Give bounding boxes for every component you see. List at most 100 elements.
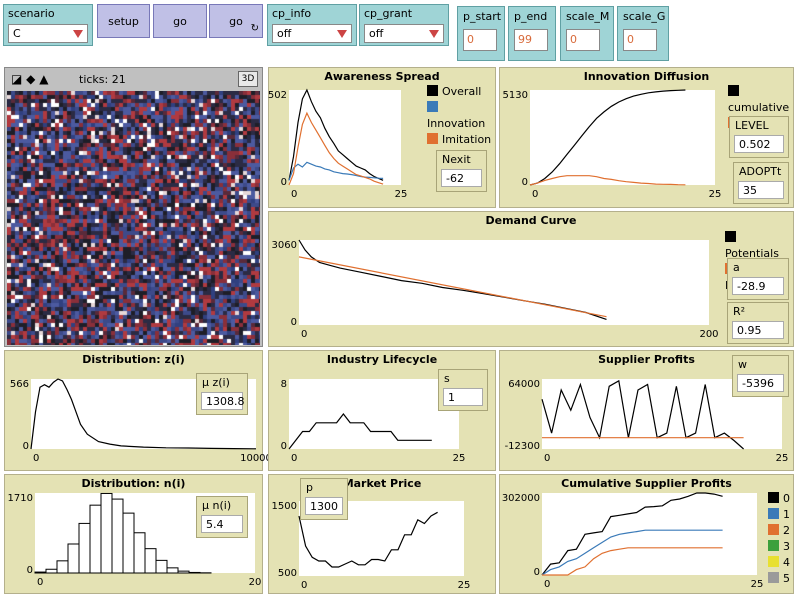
y-max-tick-label: 566 xyxy=(10,379,29,390)
histogram-bar xyxy=(100,492,113,574)
awareness-spread-plot: Awareness Spread 502 0 0 25 Overall Innovation… xyxy=(268,67,496,208)
plot-title: Market Price xyxy=(342,477,422,490)
go-forever-button[interactable]: go ↻ xyxy=(209,4,263,38)
nexit-label: Nexit xyxy=(442,153,471,166)
scale-g-label: scale_G xyxy=(623,10,666,23)
cp-info-chooser[interactable]: cp_info off xyxy=(267,4,357,46)
x-max-tick-label: 25 xyxy=(458,580,471,591)
legend-entry: Overall xyxy=(427,84,495,100)
legend-swatch xyxy=(768,508,779,519)
legend-entry: Potentials xyxy=(725,230,793,262)
y-min-tick-label: 0 xyxy=(23,441,29,452)
level-value: 0.502 xyxy=(734,135,784,153)
y-min-tick-label: 0 xyxy=(281,177,287,188)
dropdown-arrow-icon xyxy=(73,30,83,38)
legend-swatch xyxy=(725,231,736,242)
p-start-input[interactable]: p_start 0 xyxy=(457,6,505,61)
y-max-tick-label: 3060 xyxy=(272,240,297,251)
mu-z-value: 1308.8 xyxy=(201,392,245,410)
go-once-label: go xyxy=(173,15,187,28)
scale-m-field[interactable]: 0 xyxy=(566,29,600,51)
r2-value: 0.95 xyxy=(732,321,784,339)
p-end-input[interactable]: p_end 99 xyxy=(508,6,556,61)
cp-info-value: off xyxy=(277,27,292,40)
legend-swatch xyxy=(768,524,779,535)
histogram-bar xyxy=(144,548,157,574)
scenario-select[interactable]: C xyxy=(8,24,88,43)
y-min-tick-label: -12300 xyxy=(505,441,540,452)
x-max-tick-label: 25 xyxy=(776,453,789,464)
world-toolbar: ◪ ◆ ▲ ticks: 21 3D xyxy=(5,68,262,90)
x-min-tick-label: 0 xyxy=(291,453,297,464)
x-min-tick-label: 0 xyxy=(544,579,550,590)
p-start-field[interactable]: 0 xyxy=(463,29,497,51)
y-min-tick-label: 0 xyxy=(281,441,287,452)
histogram-bar xyxy=(45,568,58,574)
w-value: -5396 xyxy=(737,374,784,392)
r2-label: R² xyxy=(733,305,746,318)
cp-grant-select[interactable]: off xyxy=(364,24,444,43)
plot-canvas: 5130 00 25 xyxy=(503,89,722,200)
series-line-Innovation xyxy=(288,161,384,181)
x-max-tick-label: 25 xyxy=(453,453,466,464)
plot-title: Awareness Spread xyxy=(324,70,440,83)
x-max-tick-label: 25 xyxy=(709,189,722,200)
ticks-counter: ticks: 21 xyxy=(79,73,126,86)
p-end-field[interactable]: 99 xyxy=(514,29,548,51)
plot-title: Supplier Profits xyxy=(598,353,695,366)
a-label: a xyxy=(733,261,740,274)
legend-swatch xyxy=(768,572,779,583)
histogram-bar xyxy=(111,498,124,574)
mu-z-monitor: μ z(i) 1308.8 xyxy=(196,373,248,415)
series-line-0 xyxy=(288,413,432,450)
dropdown-arrow-icon xyxy=(337,30,347,38)
y-max-tick-label: 1710 xyxy=(8,493,33,504)
scenario-chooser[interactable]: scenario C xyxy=(3,4,93,46)
w-label: w xyxy=(738,358,747,371)
legend-entry: 5 xyxy=(768,571,790,587)
x-max-tick-label: 10000 xyxy=(240,453,272,464)
legend-entry: 4 xyxy=(768,555,790,571)
plot-area xyxy=(289,379,459,449)
plot-canvas: 502 00 25 xyxy=(268,88,407,200)
plot-title: Distribution: z(i) xyxy=(82,353,185,366)
y-min-tick-label: 500 xyxy=(278,568,297,579)
histogram-bar xyxy=(166,567,179,574)
legend-entry: 1 xyxy=(768,507,790,523)
plot-area xyxy=(289,90,401,185)
histogram-bar xyxy=(78,522,91,574)
series-line-Overall xyxy=(288,88,384,181)
patch-grid[interactable] xyxy=(7,91,260,345)
plot-canvas: 302000 00 25 xyxy=(502,492,764,590)
x-min-tick-label: 0 xyxy=(532,189,538,200)
adoptt-label: ADOPTt xyxy=(739,165,782,178)
scale-m-label: scale_M xyxy=(566,10,610,23)
scale-m-input[interactable]: scale_M 0 xyxy=(560,6,614,61)
world-view[interactable]: ◪ ◆ ▲ ticks: 21 3D xyxy=(4,67,263,347)
x-max-tick-label: 200 xyxy=(699,329,718,340)
go-once-button[interactable]: go xyxy=(153,4,207,38)
mu-z-label: μ z(i) xyxy=(202,376,230,389)
legend-swatch xyxy=(768,540,779,551)
3d-view-button[interactable]: 3D xyxy=(238,71,258,87)
scale-g-field[interactable]: 0 xyxy=(623,29,657,51)
p-end-label: p_end xyxy=(514,10,548,23)
cp-info-select[interactable]: off xyxy=(272,24,352,43)
world-controls-icon[interactable]: ◪ ◆ ▲ xyxy=(11,72,49,86)
nexit-value: -62 xyxy=(441,169,482,187)
series-line-0 xyxy=(541,379,744,450)
plot-legend: Overall Innovation Imitation xyxy=(427,84,495,148)
setup-label: setup xyxy=(108,15,139,28)
legend-entry: cumulative xyxy=(728,84,793,116)
plot-title: Industry Lifecycle xyxy=(326,353,438,366)
scale-g-input[interactable]: scale_G 0 xyxy=(617,6,669,61)
a-value: -28.9 xyxy=(732,277,784,295)
s-value: 1 xyxy=(443,388,483,406)
series-line-Regression xyxy=(298,256,607,318)
x-min-tick-label: 0 xyxy=(291,189,297,200)
setup-button[interactable]: setup xyxy=(97,4,150,38)
cp-grant-chooser[interactable]: cp_grant off xyxy=(359,4,449,46)
x-max-tick-label: 25 xyxy=(751,579,764,590)
legend-swatch xyxy=(427,85,438,96)
